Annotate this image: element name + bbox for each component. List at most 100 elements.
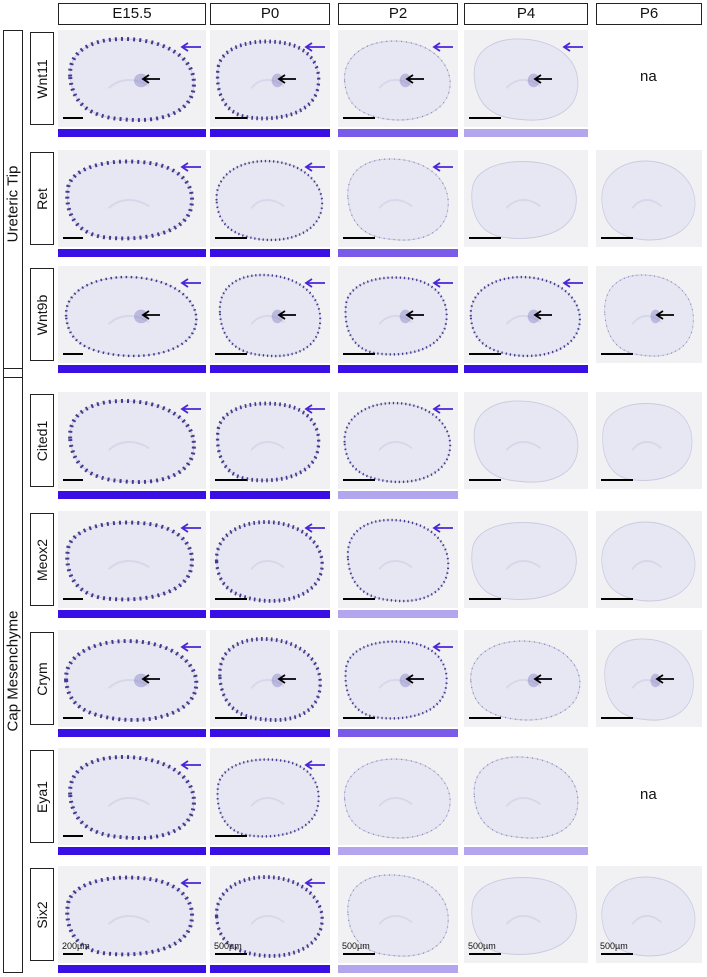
medulla-detail (505, 440, 541, 451)
group-label: Ureteric Tip (4, 165, 22, 243)
medulla-detail (378, 440, 413, 451)
row-label-box-six2: Six2 (30, 868, 54, 961)
expression-level-bar (58, 249, 206, 257)
black-arrow-stroke (655, 673, 675, 684)
kidney-section-image (65, 875, 194, 957)
expression-level-bar (464, 365, 588, 373)
ish-section-eya1-p0 (210, 748, 330, 845)
row-label-box-crym: Crym (30, 632, 54, 725)
medulla-detail (107, 314, 150, 325)
expression-level-bar (58, 129, 206, 137)
medulla-detail (505, 914, 541, 925)
ish-section-wnt9b-p6 (596, 266, 702, 363)
kidney-section-image (601, 160, 696, 241)
blue-arrow-icon (432, 523, 453, 533)
ish-section-six2-p0: 500µm (210, 866, 330, 963)
medulla-detail (631, 559, 662, 570)
blue-arrow-icon (180, 278, 201, 288)
ish-section-crym-p4 (464, 630, 588, 727)
medulla-detail (250, 796, 285, 807)
expression-level-bar (338, 610, 458, 618)
ish-section-crym-p6 (596, 630, 702, 727)
black-arrow-stroke (141, 309, 160, 320)
blue-arrow-icon (180, 42, 201, 52)
row-label-box-meox2: Meox2 (30, 513, 54, 606)
ish-section-wnt11-p2 (338, 30, 458, 127)
scale-bar (469, 953, 501, 955)
gene-label: Ret (34, 187, 50, 210)
ish-signal (64, 275, 198, 358)
kidney-section-image (68, 755, 196, 840)
scale-bar (469, 479, 501, 481)
ish-signal (68, 399, 196, 484)
black-arrow-icon (141, 673, 160, 684)
row-label-box-cited1: Cited1 (30, 394, 54, 487)
kidney-section-image (65, 520, 194, 602)
medulla-detail (378, 914, 413, 925)
central-stain (650, 673, 661, 688)
black-arrow-stroke (277, 73, 297, 84)
gene-label: Six2 (34, 900, 50, 929)
scale-bar-label: 500µm (214, 941, 242, 951)
scale-bar (215, 117, 247, 119)
kidney-section-image (218, 273, 322, 358)
ish-signal (68, 755, 196, 840)
scale-bar (469, 598, 501, 600)
scale-bar (215, 835, 247, 837)
scale-bar (343, 953, 375, 955)
expression-level-bar (338, 129, 458, 137)
black-arrow-stroke (655, 309, 675, 320)
blue-arrow-icon (562, 278, 583, 288)
kidney-section-image (471, 877, 577, 955)
medulla-detail (631, 914, 662, 925)
blue-arrow-icon (304, 42, 325, 52)
kidney-section-image (218, 637, 322, 722)
scale-bar (601, 953, 633, 955)
black-arrow-stroke (141, 673, 160, 684)
scale-bar (63, 598, 83, 600)
blue-arrow-stroke (180, 760, 201, 770)
medulla-detail (631, 314, 662, 325)
scale-bar (469, 717, 501, 719)
blue-arrow-stroke (432, 523, 453, 533)
scale-bar-label: 500µm (468, 941, 496, 951)
ish-signal (469, 275, 581, 358)
ish-signal (218, 637, 322, 722)
ish-section-ret-p4 (464, 150, 588, 247)
black-arrow-stroke (277, 309, 297, 320)
ish-section-six2-p6: 500µm (596, 866, 702, 963)
medulla-detail (107, 78, 150, 89)
kidney-section-image (215, 401, 321, 483)
kidney-section-image (601, 876, 696, 957)
ish-section-crym-p2 (338, 630, 458, 727)
column-header-2: P2 (338, 3, 458, 25)
medulla-detail (378, 559, 413, 570)
ish-section-wnt11-e15.5 (58, 30, 206, 127)
scale-bar (63, 479, 83, 481)
blue-arrow-icon (180, 878, 201, 888)
scale-bar (215, 479, 247, 481)
gene-label: Wnt11 (34, 58, 50, 99)
medulla-detail (505, 314, 541, 325)
ish-section-meox2-e15.5 (58, 511, 206, 608)
row-label-box-wnt9b: Wnt9b (30, 268, 54, 361)
medulla-detail (378, 198, 413, 209)
black-arrow-stroke (405, 673, 425, 684)
blue-arrow-stroke (304, 278, 325, 288)
blue-arrow-stroke (562, 278, 583, 288)
medulla-detail (107, 914, 150, 925)
kidney-section-image (473, 400, 579, 483)
column-header-0: E15.5 (58, 3, 206, 25)
blue-arrow-icon (432, 42, 453, 52)
ish-section-wnt9b-p4 (464, 266, 588, 363)
scale-bar (63, 717, 83, 719)
kidney-section-image (604, 274, 694, 357)
black-arrow-stroke (533, 73, 553, 84)
scale-bar (63, 117, 83, 119)
kidney-section-image (215, 39, 321, 121)
medulla-detail (505, 198, 541, 209)
kidney-section-image (471, 161, 577, 239)
row-label-box-wnt11: Wnt11 (30, 32, 54, 125)
scale-bar-label: 200µm (62, 941, 90, 951)
medulla-detail (378, 678, 413, 689)
